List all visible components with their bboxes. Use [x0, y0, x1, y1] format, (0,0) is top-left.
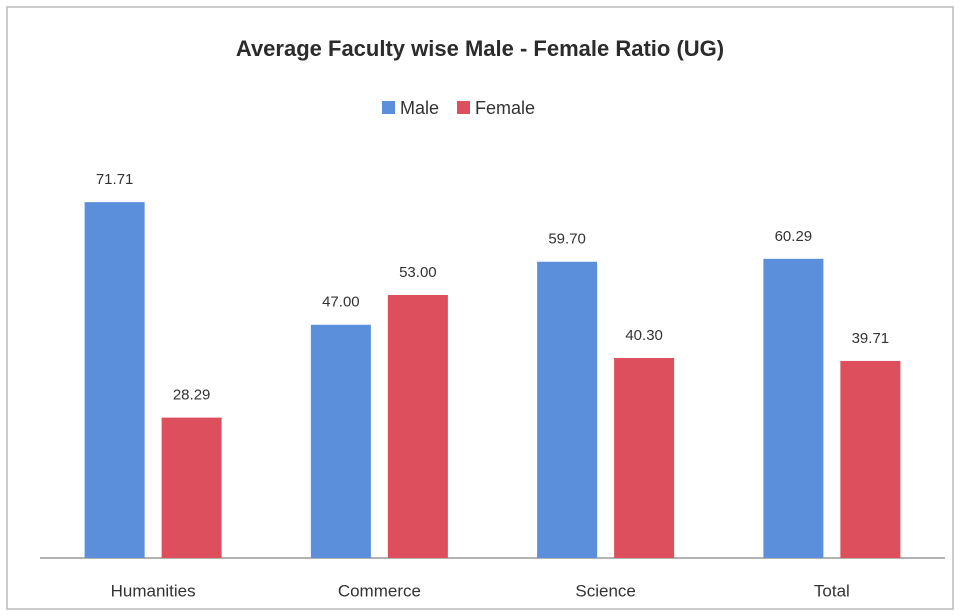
data-label: 40.30	[625, 327, 663, 344]
chart-title: Average Faculty wise Male - Female Ratio…	[236, 36, 724, 61]
legend-swatch	[382, 101, 395, 114]
bar	[614, 358, 675, 558]
data-label: 59.70	[548, 231, 586, 248]
data-label: 53.00	[399, 264, 437, 281]
x-tick-label: Total	[814, 581, 850, 600]
bar	[310, 324, 371, 558]
legend-label: Male	[400, 98, 439, 118]
data-label: 39.71	[852, 330, 890, 347]
data-label: 60.29	[775, 228, 813, 245]
x-tick-label: Science	[575, 581, 635, 600]
bar	[161, 417, 222, 558]
legend-label: Female	[475, 98, 535, 118]
bar	[763, 258, 824, 558]
legend-swatch	[457, 101, 471, 114]
data-label: 28.29	[173, 387, 211, 404]
x-tick-label: Commerce	[338, 581, 421, 600]
data-label: 71.71	[96, 171, 134, 188]
data-label: 47.00	[322, 294, 360, 311]
bar	[840, 360, 901, 558]
bar	[84, 202, 145, 558]
bar	[387, 294, 448, 558]
bar	[537, 261, 598, 558]
x-tick-label: Humanities	[111, 581, 196, 600]
